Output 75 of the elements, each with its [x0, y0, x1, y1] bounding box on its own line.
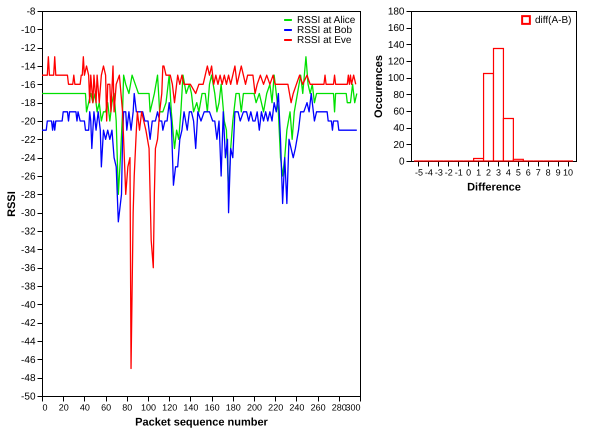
x-tick-label: 140 [183, 402, 198, 412]
x-tick-label: 1 [476, 168, 482, 178]
y-tick-label: 40 [393, 123, 405, 134]
x-tick-label: 20 [58, 402, 69, 412]
x-tick-label: 6 [526, 168, 531, 178]
y-tick-label: -32 [21, 226, 36, 238]
x-tick-label: 9 [556, 168, 561, 178]
y-tick-label: -18 [21, 98, 36, 110]
x-tick-label: 240 [289, 402, 304, 412]
y-tick-label: -38 [21, 282, 36, 292]
x-tick-label: 180 [226, 402, 241, 412]
y-tick-label: -50 [21, 392, 36, 402]
y-tick-label: -46 [21, 354, 36, 366]
y-tick-label: 140 [388, 40, 405, 51]
x-tick-label: 80 [122, 402, 132, 412]
x-tick-label: -1 [454, 168, 463, 178]
y-tick-label: -24 [21, 153, 36, 164]
x-tick-label: -4 [424, 168, 433, 178]
y-tick-label: -26 [21, 172, 36, 182]
line-series [42, 56, 358, 195]
x-tick-label: 160 [204, 402, 220, 412]
y-tick-label: -34 [21, 244, 36, 256]
y-axis-title: Occurences [372, 55, 385, 118]
y-tick-label: -40 [21, 300, 36, 311]
y-tick-label: 100 [388, 73, 405, 84]
y-tick-label: -14 [21, 62, 36, 72]
x-tick-label: 220 [268, 402, 284, 412]
y-tick-label: 0 [398, 156, 405, 168]
x-tick-label: 0 [42, 402, 48, 412]
x-tick-label: 0 [466, 168, 472, 178]
legend-label: RSSI at Eve [297, 35, 352, 46]
x-tick-label: 120 [162, 402, 178, 412]
y-tick-label: 60 [393, 106, 405, 118]
x-tick-label: 4 [506, 168, 511, 178]
y-tick-label: -20 [21, 116, 36, 128]
y-tick-label: -22 [21, 134, 36, 146]
x-tick-label: 60 [101, 402, 112, 412]
y-tick-label: -42 [21, 318, 36, 330]
y-tick-label: 120 [388, 56, 405, 68]
x-tick-label: 10 [563, 168, 574, 178]
x-tick-label: 40 [80, 402, 90, 412]
y-tick-label: 80 [393, 90, 405, 101]
y-tick-label: -16 [21, 80, 36, 91]
legend-label: RSSI at Bob [297, 25, 352, 36]
y-tick-label: 20 [393, 140, 405, 151]
x-tick-label: 3 [496, 168, 501, 178]
x-tick-label: 300 [345, 402, 360, 412]
x-axis-title: Packet sequence number [135, 416, 269, 428]
x-tick-label: 100 [140, 402, 156, 412]
x-tick-label: 280 [332, 402, 347, 412]
x-tick-label: -5 [414, 168, 423, 178]
x-tick-label: 8 [546, 168, 551, 178]
line-series [42, 92, 358, 222]
legend-label: diff(A-B) [535, 15, 572, 26]
x-tick-label: -2 [444, 168, 453, 178]
x-tick-label: 2 [486, 168, 492, 178]
y-tick-label: 180 [388, 6, 405, 18]
line-series [42, 56, 356, 370]
y-tick-label: 160 [388, 23, 405, 34]
y-tick-label: -10 [21, 24, 36, 36]
y-tick-label: -30 [21, 208, 36, 220]
x-tick-label: -3 [434, 168, 443, 178]
x-tick-label: 7 [536, 168, 541, 178]
y-axis-title: RSSI [6, 191, 18, 217]
y-tick-label: -28 [21, 190, 36, 201]
y-tick-label: -48 [21, 373, 36, 384]
y-tick-label: -8 [26, 6, 36, 18]
x-tick-label: 200 [246, 402, 262, 412]
y-tick-label: -44 [21, 336, 36, 348]
legend-label: RSSI at Alice [297, 15, 356, 26]
x-axis-title: Difference [467, 182, 521, 194]
y-tick-label: -36 [21, 263, 36, 274]
x-tick-label: 5 [516, 168, 521, 178]
x-tick-label: 260 [310, 402, 326, 412]
y-tick-label: -12 [21, 43, 36, 54]
